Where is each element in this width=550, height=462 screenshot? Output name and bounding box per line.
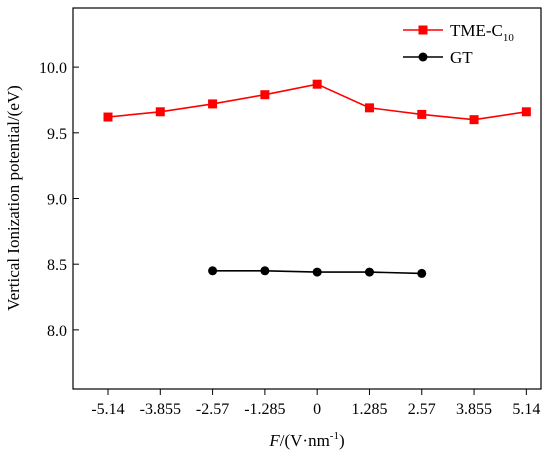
data-point xyxy=(260,266,270,276)
data-point xyxy=(417,268,427,278)
y-axis-label: Vertical Ionization potential/(eV) xyxy=(4,85,23,311)
y-tick-label: 10.0 xyxy=(39,60,67,77)
x-axis-label-close: ) xyxy=(339,431,345,450)
data-point xyxy=(103,112,113,122)
data-point xyxy=(260,90,270,100)
legend: TME-C10 GT xyxy=(403,21,514,67)
x-axis-label-unit: /(V·nm xyxy=(280,431,330,450)
legend-label-series-1-name: TME-C xyxy=(450,21,503,40)
data-point xyxy=(364,267,374,277)
x-tick-label: 5.14 xyxy=(512,401,540,418)
x-axis-label-variable: F xyxy=(268,431,280,450)
legend-label-series-1: TME-C10 xyxy=(450,21,514,44)
legend-marker-series-2 xyxy=(418,52,428,62)
x-tick-label: -3.855 xyxy=(140,401,181,418)
y-tick-label: 8.5 xyxy=(47,257,67,274)
x-tick-label: 1.285 xyxy=(351,401,387,418)
series-line-1 xyxy=(107,83,527,121)
x-tick-label: 3.855 xyxy=(456,401,492,418)
x-tick-label: -1.285 xyxy=(244,401,285,418)
x-axis-label: F/(V·nm-1) xyxy=(268,430,344,450)
legend-label-series-1-subscript: 10 xyxy=(503,32,515,44)
x-tick-label: -5.14 xyxy=(91,401,124,418)
x-axis-ticks: -5.14 -3.855 -2.57 -1.285 0 1.285 2.57 3.855 5.1… xyxy=(91,389,540,418)
y-tick-label: 8.0 xyxy=(47,323,67,340)
data-point xyxy=(469,115,479,125)
y-tick-label: 9.0 xyxy=(47,192,67,209)
x-tick-label: 2.57 xyxy=(408,401,436,418)
data-point xyxy=(521,107,531,117)
data-point xyxy=(208,99,218,109)
data-point xyxy=(312,267,322,277)
data-point xyxy=(364,103,374,113)
data-point xyxy=(155,107,165,117)
legend-marker-series-1 xyxy=(418,25,428,35)
data-point xyxy=(208,266,218,276)
x-tick-label: -2.57 xyxy=(196,401,229,418)
data-point xyxy=(417,109,427,119)
legend-label-series-2: GT xyxy=(450,48,473,67)
y-tick-label: 9.5 xyxy=(47,126,67,143)
x-tick-label: 0 xyxy=(313,401,321,418)
x-axis-label-exponent: -1 xyxy=(330,430,339,442)
y-axis-ticks: 8.0 8.5 9.0 9.5 10.0 xyxy=(39,60,79,340)
data-point xyxy=(312,79,322,89)
series-layer xyxy=(103,79,531,278)
